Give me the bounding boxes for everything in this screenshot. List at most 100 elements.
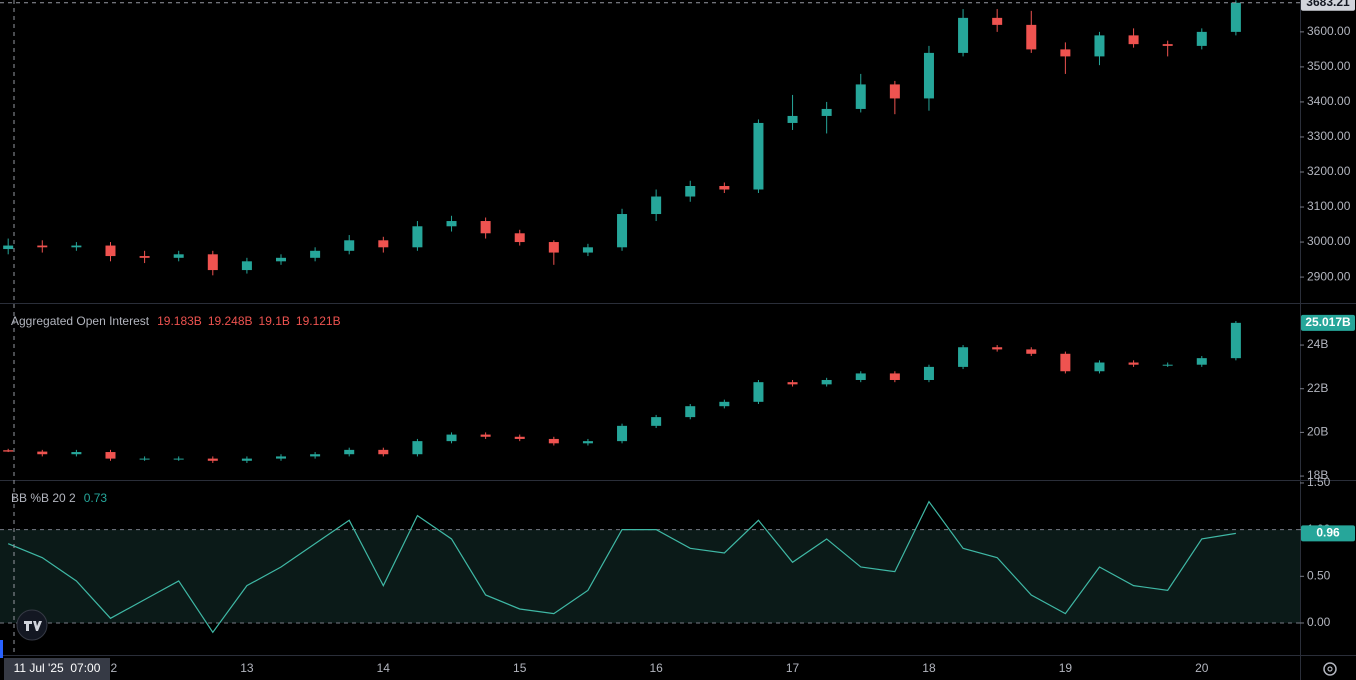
candle-body bbox=[241, 261, 252, 271]
candle-body bbox=[958, 347, 969, 367]
x-tick-label: 13 bbox=[240, 661, 254, 675]
candle-body bbox=[685, 186, 696, 197]
candle-body bbox=[753, 382, 764, 402]
candle-body bbox=[958, 17, 969, 53]
candle-body bbox=[617, 425, 628, 442]
y-tick-label: 3000.00 bbox=[1307, 234, 1351, 248]
last-value-box bbox=[1301, 0, 1355, 11]
candle-body bbox=[3, 245, 14, 250]
candle-body bbox=[923, 52, 934, 99]
last-value-label: 0.96 bbox=[1316, 526, 1340, 540]
candle-body bbox=[344, 240, 355, 251]
last-value-label: 3683.21 bbox=[1306, 0, 1350, 9]
crosshair-time-box bbox=[4, 658, 110, 680]
candle-body bbox=[1060, 49, 1071, 57]
legend-value: 19.183B bbox=[157, 314, 202, 328]
candle-body bbox=[1060, 353, 1071, 372]
gear-inner bbox=[1327, 666, 1333, 672]
candle-body bbox=[855, 373, 866, 380]
legend-value: 0.73 bbox=[84, 491, 108, 505]
candle-body bbox=[1196, 358, 1207, 365]
candle-body bbox=[821, 108, 832, 116]
y-tick-label: 20B bbox=[1307, 425, 1328, 439]
candle-body bbox=[344, 449, 355, 455]
candle-body bbox=[787, 382, 798, 385]
candle-body bbox=[310, 454, 321, 457]
candle-body bbox=[548, 242, 559, 253]
candle-body bbox=[582, 247, 593, 253]
candle-body bbox=[139, 256, 150, 258]
y-tick-label: 3100.00 bbox=[1307, 199, 1351, 213]
legend-title: BB %B 20 2 bbox=[11, 491, 76, 505]
y-tick-label: 0.00 bbox=[1307, 615, 1331, 629]
candle-body bbox=[378, 449, 389, 455]
tradingview-logo bbox=[16, 609, 48, 641]
candle-body bbox=[446, 221, 457, 227]
candle-body bbox=[1026, 349, 1037, 354]
candle-body bbox=[412, 441, 423, 455]
candle-body bbox=[207, 458, 218, 461]
candle-body bbox=[378, 240, 389, 248]
candle-body bbox=[37, 245, 48, 248]
candle-body bbox=[1230, 322, 1241, 359]
last-value-box bbox=[1301, 525, 1355, 542]
candle-body bbox=[1026, 24, 1037, 50]
candle-body bbox=[412, 226, 423, 248]
settings-icon[interactable] bbox=[1323, 662, 1337, 676]
candle-body bbox=[173, 254, 184, 258]
y-tick-label: 0.50 bbox=[1307, 568, 1331, 582]
candle-body bbox=[651, 196, 662, 215]
candle-body bbox=[719, 186, 730, 190]
candle-body bbox=[71, 245, 82, 248]
legend-value: 19.1B bbox=[259, 314, 290, 328]
gear-outer bbox=[1323, 662, 1337, 676]
y-tick-label: 24B bbox=[1307, 337, 1328, 351]
percent-b-line bbox=[7, 500, 1236, 634]
y-tick-label: 22B bbox=[1307, 381, 1328, 395]
last-value-label: 25.017B bbox=[1305, 315, 1351, 329]
candle-body bbox=[889, 373, 900, 380]
candle-body bbox=[173, 458, 184, 460]
candle-body bbox=[310, 250, 321, 258]
candle-body bbox=[651, 417, 662, 426]
candle-body bbox=[855, 84, 866, 109]
candle-body bbox=[514, 436, 525, 439]
band-fill bbox=[0, 529, 1300, 623]
candle-body bbox=[685, 406, 696, 418]
candle-body bbox=[992, 347, 1003, 350]
candle-body bbox=[889, 84, 900, 99]
candle-body bbox=[276, 257, 287, 262]
candle-body bbox=[37, 451, 48, 455]
candle-body bbox=[821, 379, 832, 385]
logo-circle bbox=[16, 609, 48, 641]
candle-body bbox=[207, 254, 218, 271]
legend-value: 19.121B bbox=[296, 314, 341, 328]
x-tick-label: 16 bbox=[649, 661, 663, 675]
candle-body bbox=[548, 438, 559, 444]
crosshair-edge bbox=[0, 640, 3, 658]
crosshair-time-label: 11 Jul '25 07:00 bbox=[14, 661, 101, 675]
candle-body bbox=[480, 434, 491, 437]
candle-body bbox=[1230, 2, 1241, 32]
candle-body bbox=[1128, 362, 1139, 365]
candle-body bbox=[582, 441, 593, 444]
candle-body bbox=[992, 17, 1003, 25]
x-tick-label: 18 bbox=[922, 661, 936, 675]
y-tick-label: 2900.00 bbox=[1307, 269, 1351, 283]
legend-value: 19.248B bbox=[208, 314, 253, 328]
candle-body bbox=[105, 452, 116, 459]
y-tick-label: 3300.00 bbox=[1307, 129, 1351, 143]
candle-body bbox=[1094, 35, 1105, 57]
candle-body bbox=[1162, 44, 1173, 46]
candle-body bbox=[1162, 364, 1173, 366]
y-tick-label: 18B bbox=[1307, 468, 1328, 482]
candle-body bbox=[3, 450, 14, 452]
candle-body bbox=[787, 115, 798, 123]
candle-body bbox=[617, 214, 628, 248]
x-tick-label: 15 bbox=[513, 661, 527, 675]
x-tick-label: 14 bbox=[377, 661, 391, 675]
candle-body bbox=[105, 245, 116, 257]
candle-body bbox=[139, 458, 150, 460]
candle-body bbox=[719, 401, 730, 407]
